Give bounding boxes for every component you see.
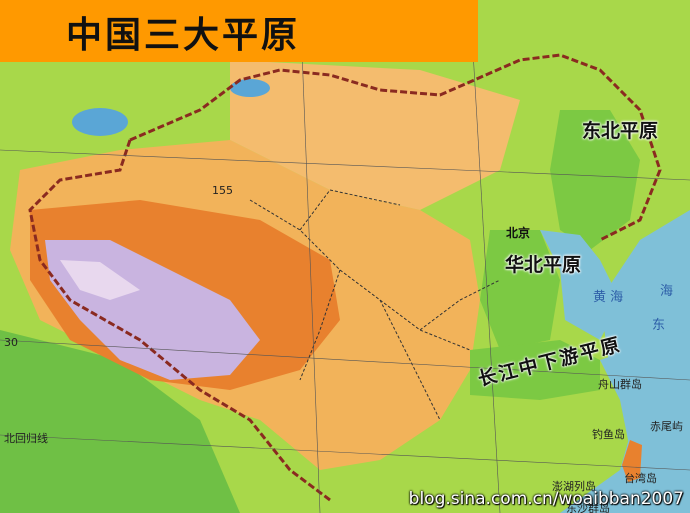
lake-north <box>230 79 270 97</box>
penghu-label: 澎湖列岛 <box>552 480 596 493</box>
national-border <box>28 53 662 502</box>
glacier-zone-light <box>60 260 140 300</box>
elevation-155-label: 155 <box>212 184 233 197</box>
north-china-plain-label: 华北平原 <box>505 254 581 277</box>
northeast-plain-label: 东北平原 <box>582 120 658 143</box>
northeast-plain-area <box>550 110 640 250</box>
province-borders <box>249 189 501 421</box>
northern-plateau <box>230 60 520 210</box>
yangtze-plain-area <box>470 340 600 400</box>
longitude-line-2 <box>469 0 501 513</box>
chiwei-label: 赤尾屿 <box>650 420 683 433</box>
north-china-plain-area <box>480 230 560 350</box>
taiwan-island <box>622 440 642 482</box>
longitude-line-1 <box>299 0 321 513</box>
east-sea-label: 东 <box>652 318 666 333</box>
latitude-30-line <box>0 339 690 381</box>
beijing-label: 北京 <box>506 226 531 240</box>
taiwan-label: 台湾岛 <box>624 472 657 485</box>
watermark-text: blog.sina.com.cn/woaibban2007 <box>408 489 684 509</box>
latitude-45-line <box>0 149 690 181</box>
lake-balkhash <box>72 108 128 136</box>
southwest-lowland <box>0 330 240 513</box>
map-title: 中国三大平原 <box>66 14 301 56</box>
bohai-label: 海 <box>660 284 674 299</box>
zhoushan-label: 舟山群岛 <box>598 378 642 391</box>
east-sea-area <box>600 330 690 513</box>
tropic-label: 北回归线 <box>4 432 48 445</box>
latitude-30-label: 30 <box>4 336 18 349</box>
yellow-sea-area <box>540 230 620 340</box>
tropic-line <box>0 434 690 471</box>
diaoyu-label: 钓鱼岛 <box>592 428 625 441</box>
yellow-sea-label: 黄 海 <box>593 290 624 305</box>
dongsha-label: 东沙群岛 <box>566 502 610 513</box>
title-banner <box>0 0 478 62</box>
